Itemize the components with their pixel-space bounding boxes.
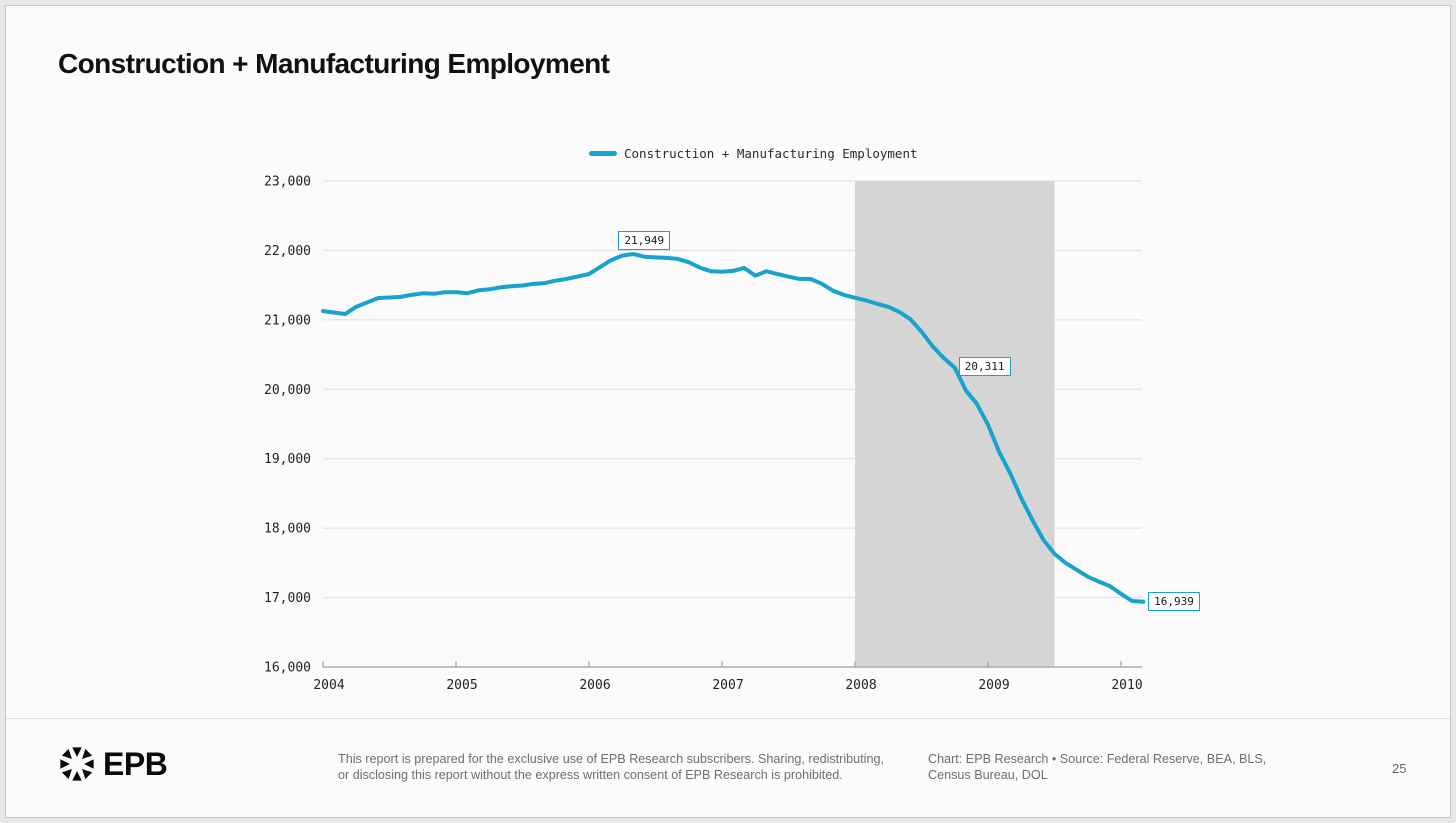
x-tick-label: 2010 xyxy=(1111,678,1142,693)
source-attribution-text: Chart: EPB Research • Source: Federal Re… xyxy=(928,752,1267,782)
data-label-20311: 20,311 xyxy=(958,356,1011,376)
epb-logo-icon xyxy=(60,747,94,781)
recession-band xyxy=(855,181,1055,667)
series-line xyxy=(321,252,1146,604)
data-label-21949: 21,949 xyxy=(618,230,671,250)
data-label-16939: 16,939 xyxy=(1148,591,1200,611)
page-title: Construction + Manufacturing Employment xyxy=(58,48,610,79)
page-number: 25 xyxy=(1392,761,1407,776)
disclaimer-text: This report is prepared for the exclusiv… xyxy=(338,752,884,782)
x-tick-label: 2009 xyxy=(978,678,1009,693)
x-tick-label: 2005 xyxy=(446,678,477,693)
x-tick-label: 2008 xyxy=(845,678,876,693)
footer: EPB This report is prepared for the excl… xyxy=(6,719,1450,819)
y-tick-label: 18,000 xyxy=(264,522,311,537)
x-tick-label: 2004 xyxy=(313,678,344,693)
y-tick-label: 16,000 xyxy=(264,661,311,676)
y-tick-label: 17,000 xyxy=(264,591,311,606)
y-tick-label: 23,000 xyxy=(264,175,311,190)
employment-line-chart: 2004 2005 2006 2007 2008 2009 2010 16,000 17,000… xyxy=(264,175,1146,693)
epb-logo: EPB xyxy=(58,745,168,783)
chart-legend: Construction + Manufacturing Employment xyxy=(589,146,918,161)
y-tick-label: 22,000 xyxy=(264,244,311,259)
x-tick-label: 2007 xyxy=(712,678,743,693)
y-tick-label: 20,000 xyxy=(264,383,311,398)
legend-label: Construction + Manufacturing Employment xyxy=(624,146,918,161)
report-page: Construction + Manufacturing Employment … xyxy=(5,5,1451,818)
legend-line-swatch xyxy=(589,151,617,156)
footer-divider xyxy=(6,718,1450,719)
y-tick-label: 19,000 xyxy=(264,452,311,467)
epb-logo-text: EPB xyxy=(103,745,168,782)
x-tick-label: 2006 xyxy=(579,678,610,693)
y-tick-label: 21,000 xyxy=(264,313,311,328)
